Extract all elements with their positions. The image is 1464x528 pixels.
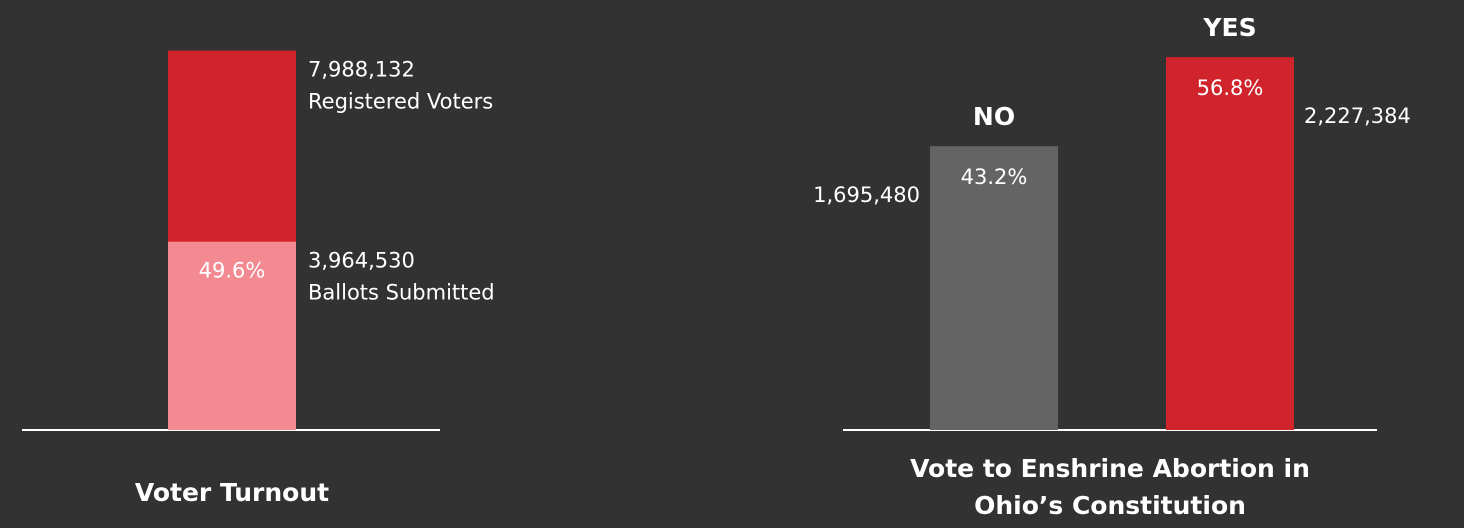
bar [168,241,296,430]
chart-title: Voter Turnout [135,478,329,507]
chart-title: Vote to Enshrine Abortion in [910,454,1310,483]
category-label: NO [973,102,1015,131]
series-label: Ballots Submitted [308,281,495,305]
value-label: 2,227,384 [1304,104,1411,128]
category-label: YES [1202,13,1256,42]
bar [1166,57,1294,431]
percent-label: 49.6% [199,259,266,283]
bar [930,146,1058,430]
series-label: Registered Voters [308,90,493,114]
value-label: 3,964,530 [308,249,415,273]
percent-label: 56.8% [1197,76,1264,100]
percent-label: 43.2% [961,165,1028,189]
value-label: 7,988,132 [308,58,415,82]
chart-title: Ohio’s Constitution [974,491,1246,520]
value-label: 1,695,480 [813,183,920,207]
